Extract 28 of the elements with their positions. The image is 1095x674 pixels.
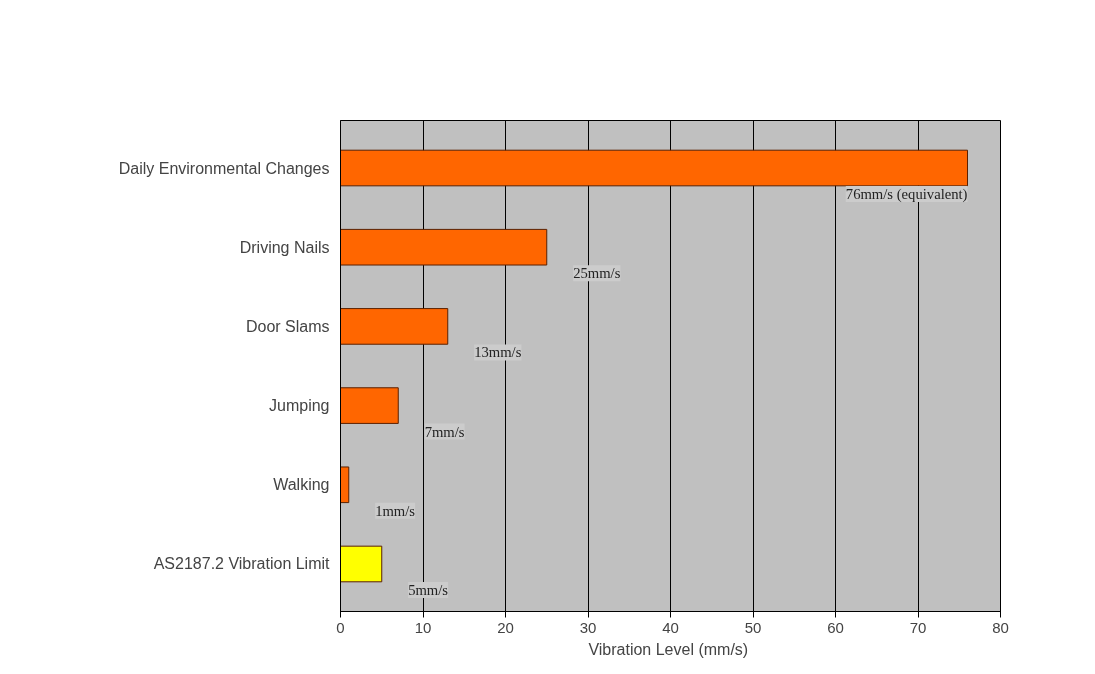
bar [340,149,968,187]
bar [340,545,383,583]
x-tick-label: 60 [827,618,844,636]
data-label: 13mm/s [474,344,522,361]
x-tick-label: 40 [662,618,679,636]
bar [340,466,350,504]
data-label: 76mm/s (equivalent) [845,186,968,204]
x-tick-label: 0 [336,618,345,636]
data-label: 1mm/s [375,502,416,519]
data-label: 5mm/s [408,581,449,598]
y-tick-label: Walking [273,476,330,494]
x-tick-label: 10 [414,618,432,636]
bar [340,308,449,345]
x-tick-label: 80 [992,618,1009,636]
y-tick-label: Door Slams [245,317,330,335]
bar [340,228,548,266]
data-label: 25mm/s [573,265,621,282]
y-tick-label: Daily Environmental Changes [118,159,330,177]
x-tick-label: 50 [744,618,762,636]
x-tick-label: 70 [909,618,927,636]
y-tick-label: AS2187.2 Vibration Limit [153,555,331,573]
data-label: 7mm/s [424,423,465,440]
bar [340,387,399,424]
x-tick-label: 20 [497,618,514,636]
x-axis-title: Vibration Level (mm/s) [588,640,749,658]
y-tick-label: Driving Nails [239,238,330,256]
y-tick-label: Jumping [269,397,330,415]
x-tick-label: 30 [579,618,597,636]
